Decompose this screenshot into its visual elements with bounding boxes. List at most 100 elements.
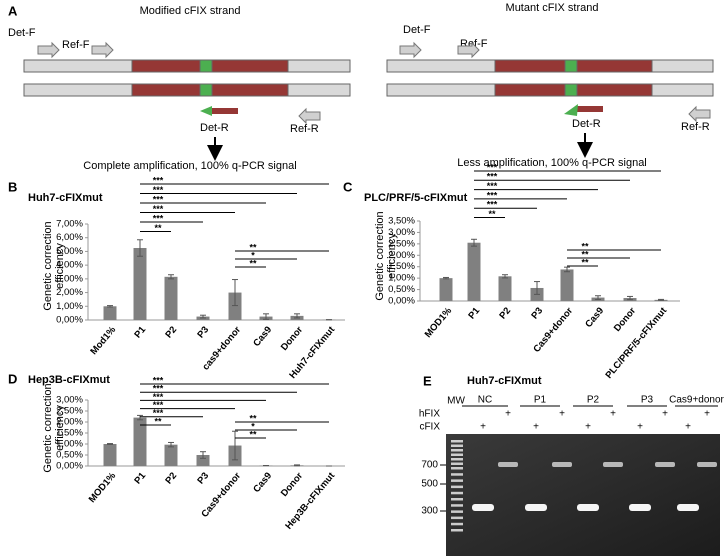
- y-tick-label: 2,50%: [56, 406, 83, 417]
- ladder-band: [451, 462, 463, 465]
- significance-label: *: [251, 250, 255, 260]
- result-text: Less amplification, 100% q-PCR signal: [457, 157, 647, 169]
- band-700: [697, 462, 717, 467]
- primer-label: Det-R: [200, 122, 229, 134]
- x-tick-label: Cas9: [583, 305, 606, 329]
- primer-arrow: [91, 41, 114, 59]
- primer-label: Det-F: [8, 27, 36, 39]
- band-700: [655, 462, 675, 467]
- band-300: [472, 504, 494, 511]
- result-text: Complete amplification, 100% q-PCR signa…: [83, 160, 296, 172]
- ladder-band: [451, 498, 463, 501]
- lane-group-label: P2: [587, 395, 600, 406]
- bar: [560, 269, 574, 301]
- y-tick-label: 2,00%: [56, 417, 83, 428]
- ladder-band: [451, 444, 463, 447]
- ladder-band: [451, 516, 463, 520]
- ladder-band: [451, 458, 463, 461]
- ladder-band: [451, 522, 463, 526]
- significance-label: **: [249, 413, 257, 423]
- y-tick-label: 1,00%: [56, 439, 83, 450]
- primer-label: Ref-F: [62, 39, 90, 51]
- ladder-band: [451, 479, 463, 482]
- lane-mark: +: [704, 409, 710, 420]
- y-tick-label: 0,50%: [388, 284, 415, 295]
- y-tick-label: 0,00%: [56, 461, 83, 472]
- lane-mark: +: [585, 422, 591, 433]
- y-tick-label: 1,50%: [56, 428, 83, 439]
- band-300: [577, 504, 599, 511]
- primer-arrow: [37, 41, 60, 59]
- chart-title: PLC/PRF/5-cFIXmut: [364, 192, 468, 204]
- significance-label: **: [581, 241, 589, 251]
- primer-arrow: [564, 104, 578, 116]
- band-700: [552, 462, 572, 467]
- primer-label: Det-R: [572, 118, 601, 130]
- x-tick-label: MOD1%: [423, 305, 455, 340]
- significance-label: ***: [153, 408, 164, 418]
- lane-group-label: NC: [478, 395, 492, 406]
- bar: [196, 455, 210, 466]
- ladder-band: [451, 453, 463, 456]
- significance-label: **: [249, 242, 257, 252]
- primer-label: Ref-R: [290, 123, 319, 135]
- mutation-site: [564, 83, 578, 97]
- x-tick-label: P1: [132, 324, 148, 341]
- y-axis-label: Genetic correction efficiency: [42, 221, 66, 311]
- lane-mark: +: [637, 422, 643, 433]
- primer-arrow: [688, 105, 711, 123]
- significance-label: ***: [487, 181, 498, 191]
- primer-arrow: [200, 106, 212, 116]
- bar: [103, 306, 117, 320]
- ladder-band: [451, 529, 463, 532]
- x-tick-label: P3: [529, 305, 545, 321]
- panel-title: Huh7-cFIXmut: [467, 375, 542, 387]
- significance-label: ***: [487, 200, 498, 210]
- y-tick-label: 6,00%: [56, 232, 83, 243]
- bar: [133, 417, 147, 466]
- ladder-band: [451, 440, 463, 443]
- y-tick-label: 2,50%: [388, 238, 415, 249]
- lane-mark: +: [480, 422, 486, 433]
- bar: [467, 242, 481, 301]
- x-tick-label: Cas9: [251, 324, 274, 348]
- mutation-site: [564, 59, 578, 73]
- bar: [498, 276, 512, 301]
- lane-mark: +: [662, 409, 668, 420]
- primer-tail: [212, 108, 238, 114]
- y-tick-label: 3,50%: [388, 216, 415, 227]
- ladder-band: [451, 485, 463, 489]
- panel-letter: A: [8, 3, 18, 18]
- significance-label: **: [581, 257, 589, 267]
- y-tick-label: 0,00%: [56, 315, 83, 326]
- significance-label: **: [581, 249, 589, 259]
- y-tick-label: 3,00%: [388, 227, 415, 238]
- bar: [164, 444, 178, 466]
- primer-label: Ref-R: [681, 121, 710, 133]
- significance-label: ***: [487, 172, 498, 182]
- y-tick-label: 2,00%: [56, 287, 83, 298]
- significance-label: **: [488, 209, 496, 219]
- x-tick-label: MOD1%: [87, 470, 119, 505]
- significance-label: **: [249, 429, 257, 439]
- primer-arrow: [298, 107, 321, 125]
- size-label: 500: [421, 479, 438, 490]
- ladder-band: [451, 449, 463, 452]
- lane-label: MW: [447, 396, 465, 407]
- panel-letter: D: [8, 371, 17, 386]
- bar: [439, 278, 453, 301]
- significance-label: ***: [153, 392, 164, 402]
- lane-mark: +: [610, 409, 616, 420]
- y-tick-label: 5,00%: [56, 246, 83, 257]
- lane-mark: +: [559, 409, 565, 420]
- x-tick-label: Mod1%: [88, 324, 118, 357]
- x-tick-label: P2: [497, 305, 513, 321]
- y-axis-label: Genetic correction efficiency: [374, 211, 398, 301]
- size-label: 300: [421, 506, 438, 517]
- row-label: cFIX: [419, 422, 440, 433]
- x-tick-label: Donor: [279, 324, 306, 353]
- primer-arrow: [399, 41, 422, 59]
- x-tick-label: P1: [132, 470, 148, 487]
- band-700: [603, 462, 623, 467]
- y-tick-label: 2,00%: [388, 250, 415, 261]
